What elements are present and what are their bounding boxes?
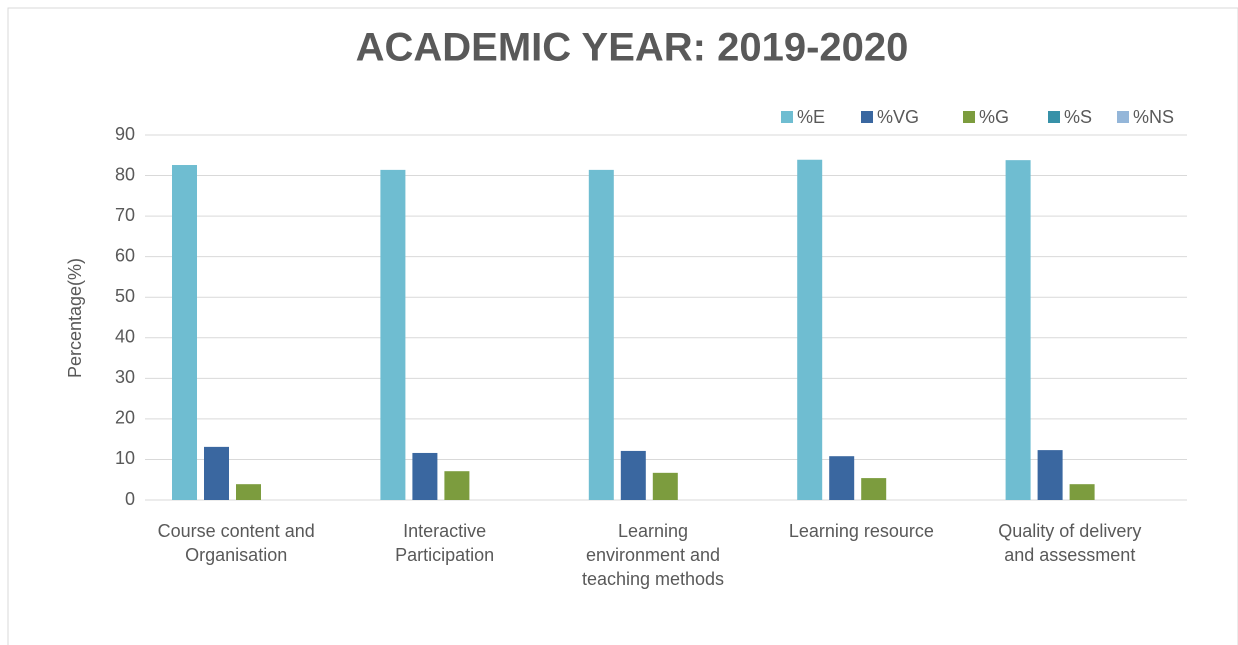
y-tick-label: 60 <box>115 245 135 265</box>
x-tick-label: Interactive Participation <box>395 521 495 565</box>
legend-swatch <box>963 111 975 123</box>
bar <box>652 472 678 500</box>
bar <box>1037 450 1063 500</box>
legend-label: %VG <box>877 107 919 127</box>
legend-label: %S <box>1064 107 1092 127</box>
legend-swatch <box>781 111 793 123</box>
y-tick-label: 90 <box>115 124 135 144</box>
bar <box>1005 160 1031 500</box>
x-tick-label: Learning environment and teaching method… <box>581 521 725 589</box>
x-tick-label: Quality of delivery and assessment <box>998 521 1142 565</box>
y-tick-label: 40 <box>115 327 135 347</box>
y-axis-label: Percentage(%) <box>65 258 85 378</box>
y-tick-label: 50 <box>115 286 135 306</box>
bar <box>204 446 229 500</box>
legend-swatch <box>1048 111 1060 123</box>
y-tick-label: 80 <box>115 164 135 184</box>
y-tick-label: 70 <box>115 205 135 225</box>
bar <box>588 169 614 500</box>
legend-label: %E <box>797 107 825 127</box>
bar <box>1069 484 1095 500</box>
bar <box>444 471 470 500</box>
y-tick-label: 30 <box>115 367 135 387</box>
legend-label: %NS <box>1133 107 1174 127</box>
chart-frame <box>7 7 1238 645</box>
legend-swatch <box>861 111 873 123</box>
legend-swatch <box>1117 111 1129 123</box>
bar <box>412 452 438 500</box>
bar <box>861 478 887 500</box>
chart-title: ACADEMIC YEAR: 2019-2020 <box>356 26 909 70</box>
bar <box>236 484 261 500</box>
bar <box>620 450 646 500</box>
bar <box>829 456 855 500</box>
y-tick-label: 0 <box>125 489 135 509</box>
x-tick-label: Learning resource <box>788 521 934 541</box>
y-tick-label: 20 <box>115 408 135 428</box>
bar <box>797 159 823 500</box>
x-tick-label: Course content and Organisation <box>157 521 315 565</box>
legend-label: %G <box>979 107 1009 127</box>
bar <box>172 165 197 500</box>
bar <box>380 169 406 500</box>
y-tick-label: 10 <box>115 448 135 468</box>
